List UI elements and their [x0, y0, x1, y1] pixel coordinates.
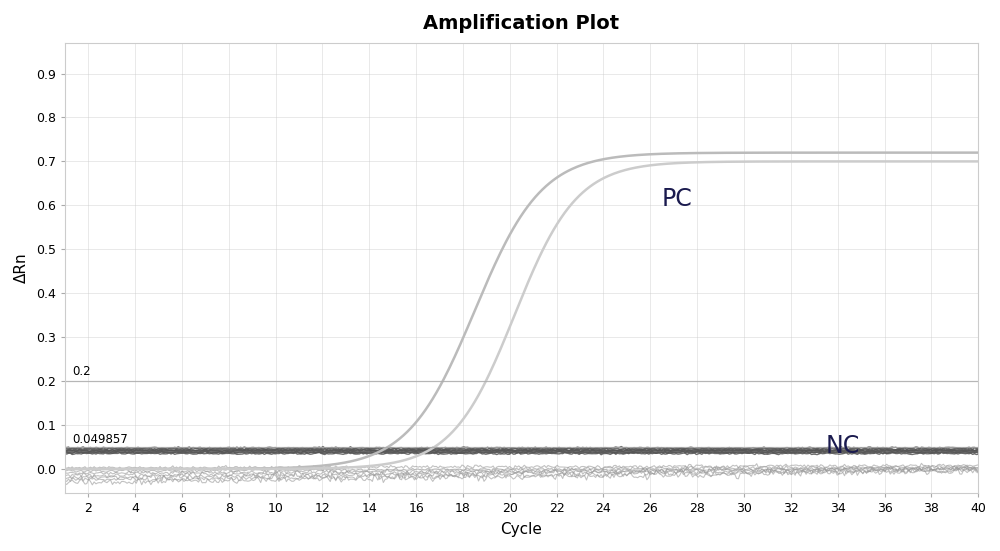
- Title: Amplification Plot: Amplification Plot: [423, 14, 620, 33]
- Text: NC: NC: [826, 434, 860, 458]
- Y-axis label: ΔRn: ΔRn: [14, 253, 29, 283]
- Text: 0.049857: 0.049857: [72, 433, 128, 446]
- X-axis label: Cycle: Cycle: [501, 522, 542, 537]
- Text: 0.2: 0.2: [72, 365, 91, 377]
- Text: PC: PC: [662, 187, 693, 210]
